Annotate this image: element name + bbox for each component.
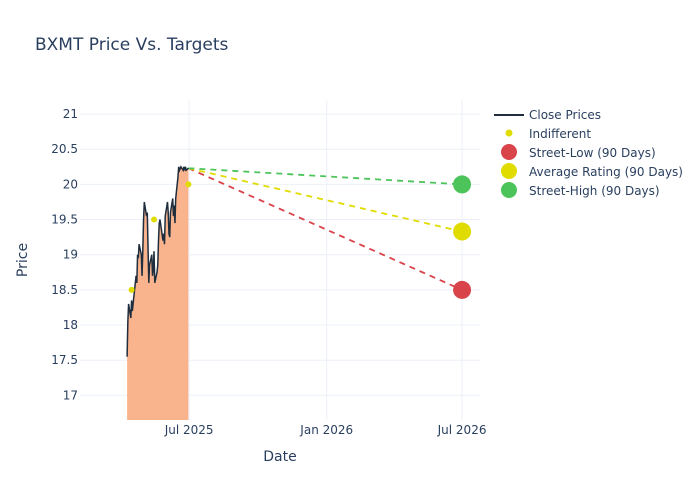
rating-point — [185, 181, 192, 188]
rating-points — [128, 181, 192, 293]
x-tick-label: Jul 2026 — [437, 423, 487, 437]
y-axis-ticks: 17 17.5 18 18.5 19 19.5 20 20.5 21 — [51, 107, 78, 402]
legend-item-indifferent[interactable]: Indifferent — [505, 127, 592, 141]
legend-label-street-high: Street-High (90 Days) — [529, 184, 660, 198]
legend-label-close-prices: Close Prices — [529, 108, 601, 122]
rating-point — [128, 286, 135, 293]
y-tick-label: 17 — [63, 388, 78, 402]
legend-dot-icon — [505, 129, 513, 137]
y-tick-label: 20 — [63, 177, 78, 191]
legend-item-close-prices[interactable]: Close Prices — [494, 108, 601, 122]
legend-item-street-low[interactable]: Street-Low (90 Days) — [501, 144, 656, 160]
price-area — [127, 166, 189, 420]
close-price-line-group — [126, 165, 189, 357]
target-lines — [188, 167, 463, 291]
legend-item-street-high[interactable]: Street-High (90 Days) — [501, 182, 660, 198]
target-marker — [453, 280, 472, 299]
target-marker — [453, 175, 472, 194]
x-axis-ticks: Jul 2025 Jan 2026 Jul 2026 — [164, 423, 487, 437]
legend-dot-icon — [501, 144, 517, 160]
close-price-line — [126, 165, 189, 357]
chart-title: BXMT Price Vs. Targets — [35, 35, 229, 55]
target-marker — [453, 222, 472, 241]
y-tick-label: 18.5 — [51, 283, 78, 297]
x-tick-label: Jan 2026 — [299, 423, 353, 437]
y-axis-title: Price — [15, 243, 31, 277]
legend-label-indifferent: Indifferent — [529, 127, 591, 141]
y-tick-label: 19 — [63, 248, 78, 262]
y-tick-label: 21 — [63, 107, 78, 121]
target-line — [188, 167, 463, 233]
legend-label-average-rating: Average Rating (90 Days) — [529, 165, 683, 179]
legend-item-average-rating[interactable]: Average Rating (90 Days) — [501, 163, 683, 179]
close-price-area — [127, 166, 189, 420]
y-tick-label: 17.5 — [51, 353, 78, 367]
legend-label-street-low: Street-Low (90 Days) — [529, 146, 656, 160]
target-line — [188, 167, 463, 291]
rating-point — [151, 216, 158, 223]
target-line — [188, 167, 463, 186]
y-tick-label: 19.5 — [51, 213, 78, 227]
x-tick-label: Jul 2025 — [164, 423, 214, 437]
legend: Close Prices Indifferent Street-Low (90 … — [494, 108, 683, 198]
legend-dot-icon — [501, 163, 517, 179]
x-axis-title: Date — [263, 449, 296, 465]
legend-dot-icon — [501, 182, 517, 198]
y-tick-label: 18 — [63, 318, 78, 332]
target-markers — [453, 175, 472, 299]
y-tick-label: 20.5 — [51, 142, 78, 156]
